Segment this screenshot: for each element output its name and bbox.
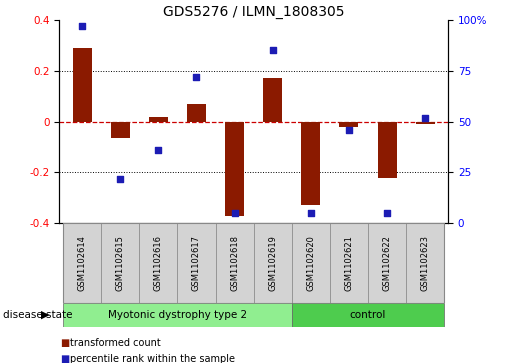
Bar [73, 48, 92, 122]
Text: GSM1102618: GSM1102618 [230, 235, 239, 291]
Bar [292, 303, 444, 327]
Point [345, 127, 353, 132]
Text: GSM1102621: GSM1102621 [345, 235, 353, 291]
Bar [111, 122, 130, 138]
Text: percentile rank within the sample: percentile rank within the sample [70, 354, 234, 363]
Bar [63, 223, 101, 303]
Text: GSM1102619: GSM1102619 [268, 235, 277, 291]
Point [192, 74, 200, 80]
Point [421, 115, 430, 121]
Bar [368, 223, 406, 303]
Point [154, 147, 162, 153]
Text: GSM1102617: GSM1102617 [192, 235, 201, 291]
Bar [406, 223, 444, 303]
Bar [187, 104, 206, 122]
Bar [377, 122, 397, 178]
Point [269, 48, 277, 53]
Text: GSM1102616: GSM1102616 [154, 235, 163, 291]
Text: control: control [350, 310, 386, 320]
Text: transformed count: transformed count [70, 338, 160, 348]
Text: GSM1102615: GSM1102615 [116, 235, 125, 291]
Bar [177, 223, 215, 303]
Text: GSM1102614: GSM1102614 [78, 235, 87, 291]
Text: GSM1102622: GSM1102622 [383, 235, 391, 291]
Bar [225, 122, 244, 216]
Text: GSM1102623: GSM1102623 [421, 235, 430, 291]
Bar [139, 223, 177, 303]
Point [230, 210, 238, 216]
Bar [149, 117, 168, 122]
Bar [101, 223, 139, 303]
Bar [292, 223, 330, 303]
Bar [416, 122, 435, 124]
Text: Myotonic dystrophy type 2: Myotonic dystrophy type 2 [108, 310, 247, 320]
Text: disease state: disease state [3, 310, 72, 320]
Bar [215, 223, 253, 303]
Text: ■: ■ [60, 338, 69, 348]
Text: ▶: ▶ [41, 310, 49, 320]
Point [78, 23, 86, 29]
Bar [253, 223, 292, 303]
Bar [263, 78, 282, 122]
Bar [301, 122, 320, 205]
Text: GSM1102620: GSM1102620 [306, 235, 315, 291]
Point [383, 210, 391, 216]
Bar [63, 303, 292, 327]
Point [116, 176, 124, 182]
Bar [330, 223, 368, 303]
Bar [339, 122, 358, 127]
Title: GDS5276 / ILMN_1808305: GDS5276 / ILMN_1808305 [163, 5, 345, 19]
Point [307, 210, 315, 216]
Text: ■: ■ [60, 354, 69, 363]
